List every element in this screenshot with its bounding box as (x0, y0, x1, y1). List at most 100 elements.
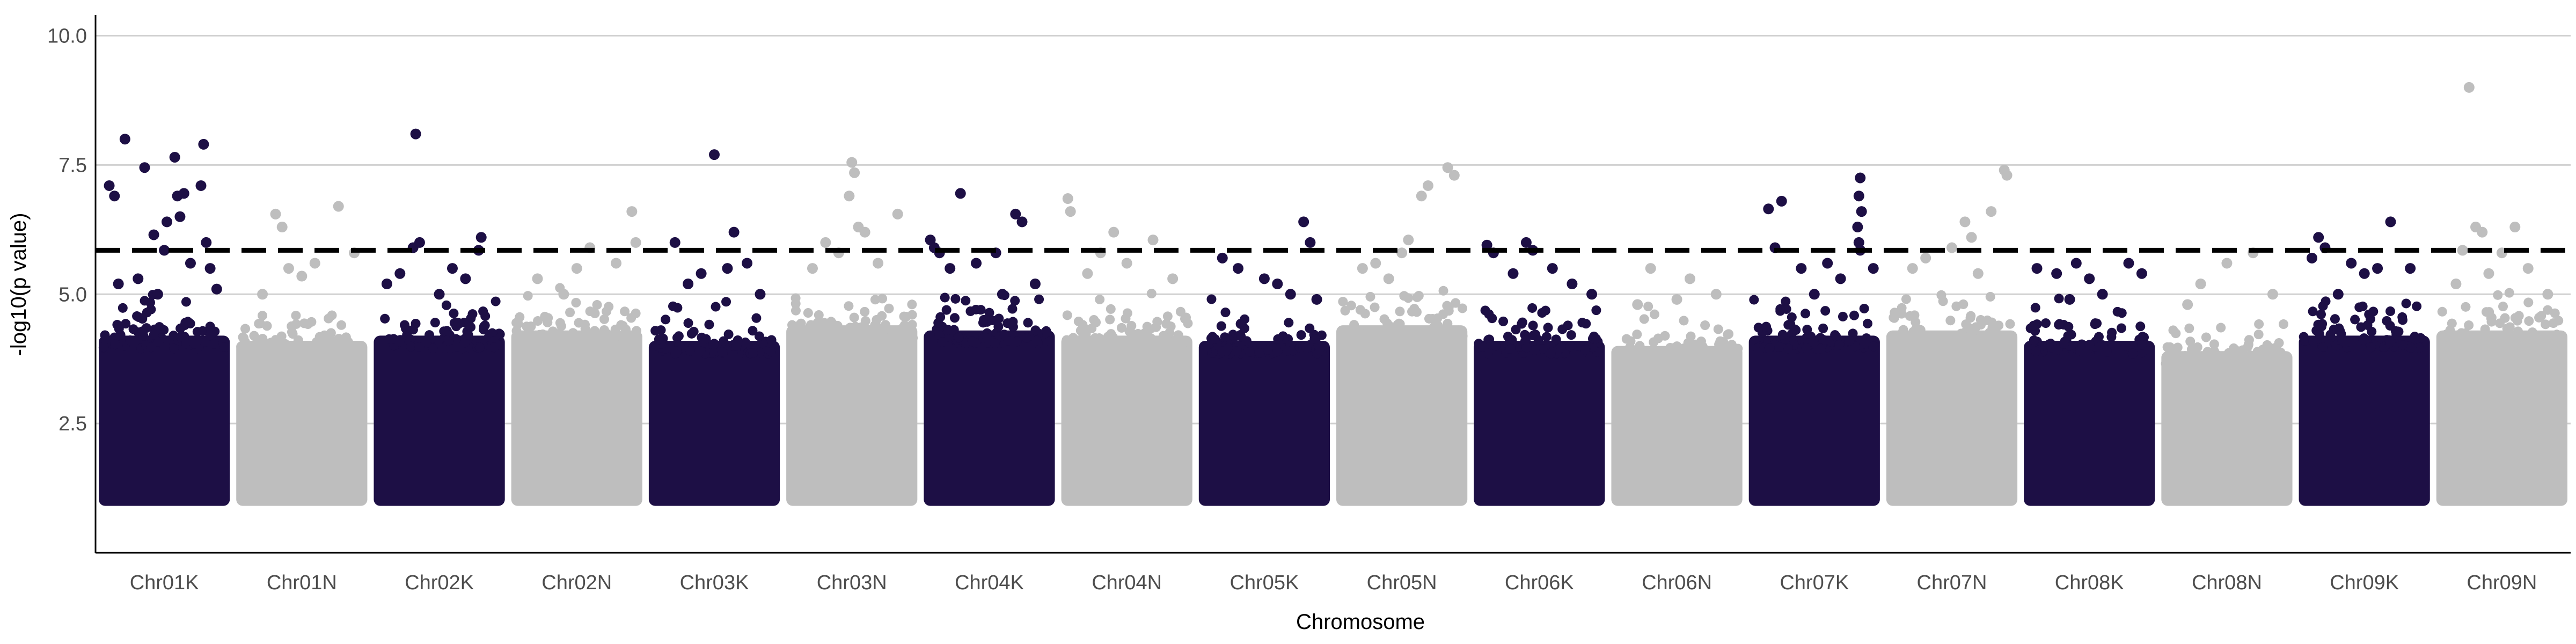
snp-point (240, 324, 251, 334)
snp-point (601, 337, 611, 347)
snp-point (336, 320, 347, 330)
snp-point (312, 339, 323, 349)
snp-point (940, 292, 950, 303)
snp-point (2031, 346, 2041, 356)
snp-point (1273, 334, 1283, 344)
snp-point (1621, 334, 1631, 344)
snp-point (2207, 358, 2218, 369)
snp-point (571, 297, 581, 308)
snp-point (884, 333, 894, 343)
snp-point (1652, 354, 1663, 364)
snp-point (2161, 358, 2171, 369)
snp-point (1563, 320, 1573, 331)
snp-point (125, 335, 135, 345)
snp-point (1566, 330, 1576, 340)
snp-point (1305, 323, 1315, 333)
snp-point (1034, 294, 1044, 304)
snp-point (751, 313, 762, 323)
snp-point (1414, 326, 1424, 336)
snp-peak-point (1481, 239, 1492, 251)
snp-point (1386, 321, 1396, 332)
snp-peak-point (728, 226, 740, 238)
snp-point (1336, 329, 1346, 339)
snp-point (683, 318, 693, 328)
snp-point (1849, 310, 1860, 320)
snp-point (602, 328, 612, 339)
snp-point (814, 310, 824, 320)
snp-point (990, 338, 1000, 348)
snp-point (169, 343, 179, 354)
snp-peak-point (1233, 263, 1244, 274)
chromosome-band-Chr01K (99, 335, 230, 506)
snp-point (721, 297, 731, 307)
snp-point (2244, 335, 2254, 345)
snp-point (2437, 306, 2447, 317)
snp-point (209, 339, 219, 349)
snp-point (987, 315, 998, 325)
snp-point (2548, 318, 2558, 328)
snp-point (2135, 321, 2146, 332)
snp-peak-point (1986, 206, 1997, 217)
snp-peak-point (333, 201, 344, 212)
snp-point (2491, 336, 2501, 346)
snp-peak-point (1567, 279, 1578, 289)
snp-point (602, 306, 612, 317)
snp-peak-point (1966, 232, 1977, 243)
snp-point (1818, 323, 1828, 333)
snp-peak-point (1796, 263, 1807, 274)
snp-point (2493, 290, 2503, 300)
snp-peak-point (381, 279, 392, 289)
snp-point (523, 291, 533, 301)
snp-point (2054, 320, 2064, 330)
snp-point (967, 336, 977, 347)
snp-point (661, 314, 671, 325)
snp-point (1403, 293, 1414, 303)
snp-peak-point (1285, 289, 1296, 300)
snp-point (2063, 321, 2074, 332)
snp-point (137, 326, 147, 336)
snp-peak-point (1108, 226, 1119, 238)
snp-point (176, 332, 186, 342)
snp-point (2082, 347, 2092, 357)
snp-point (1095, 295, 1105, 305)
snp-peak-point (1853, 191, 1864, 202)
snp-peak-point (2070, 258, 2082, 269)
snp-point (1551, 334, 1561, 345)
snp-point (1411, 307, 1422, 317)
snp-point (1635, 341, 1645, 351)
snp-point (1838, 311, 1848, 321)
snp-point (2334, 323, 2344, 333)
snp-point (1220, 308, 1231, 318)
snp-point (2201, 332, 2211, 342)
snp-peak-point (152, 289, 163, 300)
snp-peak-point (159, 245, 170, 256)
snp-peak-point (2332, 289, 2344, 300)
snp-point (740, 337, 750, 347)
snp-point (2385, 337, 2396, 347)
snp-point (1073, 316, 1084, 326)
snp-peak-point (109, 191, 120, 202)
y-tick-label: 2.5 (58, 413, 87, 435)
snp-point (1533, 335, 1543, 345)
snp-point (1008, 317, 1018, 327)
snp-point (1424, 313, 1434, 324)
snp-peak-point (626, 206, 638, 217)
snp-point (439, 326, 449, 336)
y-tick-label: 5.0 (58, 283, 87, 306)
snp-point (142, 308, 152, 318)
x-tick-label: Chr06K (1505, 572, 1574, 594)
snp-peak-point (1383, 273, 1394, 284)
snp-point (1122, 308, 1132, 318)
snp-peak-point (1062, 193, 1073, 204)
snp-peak-point (161, 216, 172, 228)
snp-point (1753, 323, 1763, 333)
snp-point (2180, 354, 2190, 364)
snp-peak-point (2084, 273, 2095, 284)
snp-point (1527, 303, 1538, 313)
snp-point (1355, 305, 1365, 315)
snp-point (1897, 309, 1907, 319)
snp-peak-point (2522, 263, 2534, 274)
snp-point (1158, 331, 1168, 341)
snp-point (787, 320, 797, 330)
